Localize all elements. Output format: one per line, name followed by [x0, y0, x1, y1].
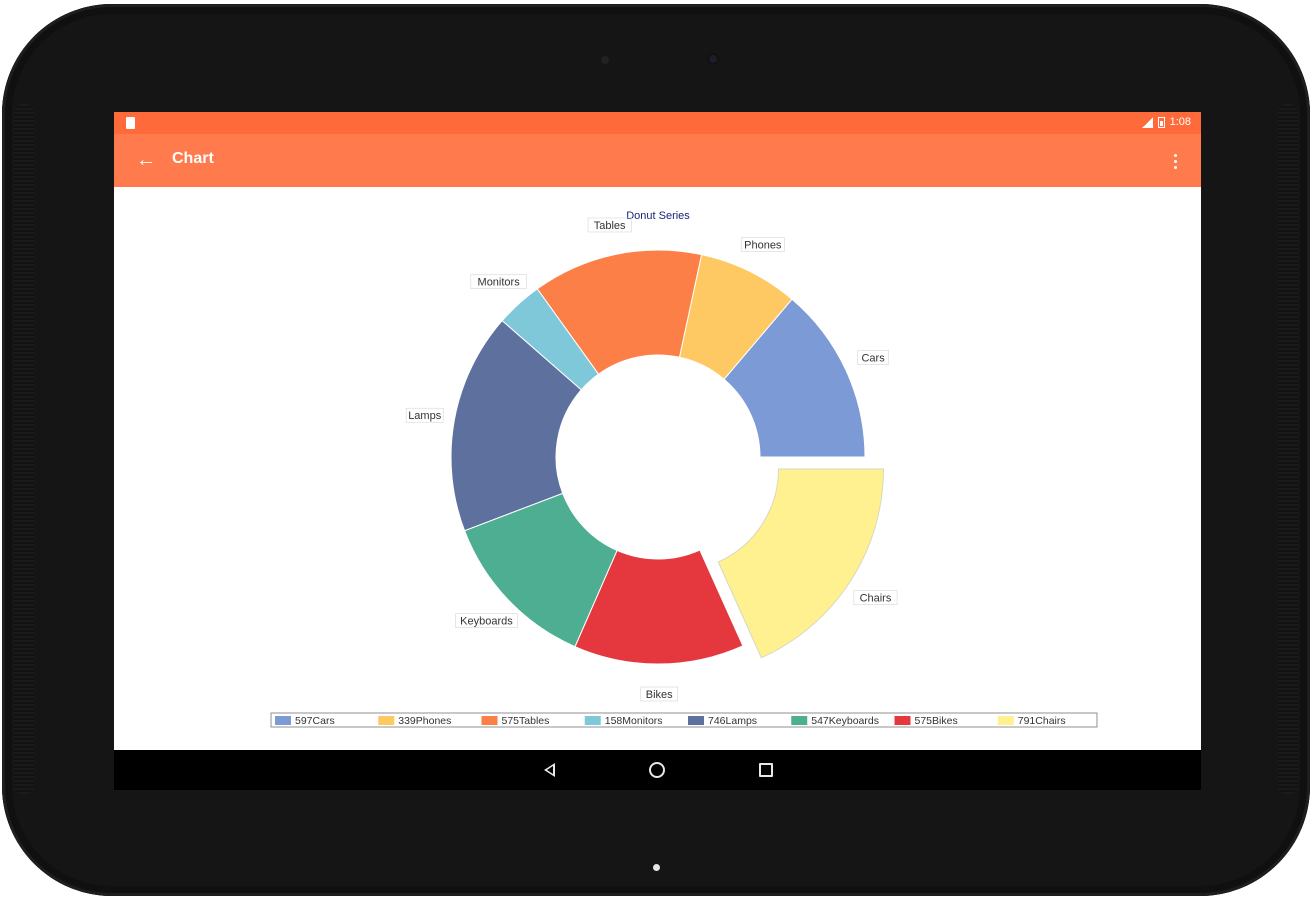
legend-entry-cars[interactable]: 597Cars	[295, 715, 335, 727]
slice-bikes[interactable]	[574, 549, 744, 665]
slice-lamps[interactable]	[450, 320, 582, 532]
legend-swatch-chairs	[997, 716, 1014, 725]
nav-home-icon[interactable]	[644, 758, 670, 782]
signal-icon	[1141, 116, 1153, 128]
legend-swatch-keyboards	[791, 716, 808, 725]
page-title: Chart	[172, 150, 214, 167]
front-sensor	[601, 56, 609, 64]
chart-area: Donut Series Cars Phones Tables Monitors Lam…	[114, 187, 1201, 750]
legend-swatch-tables	[481, 716, 498, 725]
status-time: 1:08	[1169, 116, 1191, 128]
legend-swatch-bikes	[894, 716, 911, 725]
slice-label-box-cars	[857, 350, 889, 365]
slice-label-box-phones	[740, 237, 785, 252]
app-bar: ← Chart	[114, 134, 1201, 187]
legend-entry-chairs[interactable]: 791Chairs	[1018, 715, 1066, 727]
legend-entry-monitors[interactable]: 158Monitors	[605, 715, 663, 727]
donut-chart: Donut Series Cars Phones Tables Monitors Lam…	[270, 210, 1098, 728]
status-bar: 1:08	[114, 112, 1201, 134]
legend-swatch-monitors	[584, 716, 601, 725]
slice-label-lamps: Lamps	[408, 410, 442, 422]
slice-label-box-bikes	[640, 686, 679, 702]
legend-frame	[270, 712, 1098, 728]
slice-label-box-keyboards	[455, 613, 518, 628]
chart-title: Donut Series	[626, 210, 690, 222]
slice-label-keyboards: Keyboards	[460, 616, 513, 628]
legend-swatch-lamps	[688, 716, 704, 725]
slice-label-bikes: Bikes	[646, 689, 673, 701]
front-camera-icon	[707, 53, 719, 65]
status-icons: 1:08	[1141, 116, 1191, 128]
sd-card-icon	[126, 117, 135, 129]
battery-icon	[1157, 116, 1165, 128]
legend-entry-keyboards[interactable]: 547Keyboards	[811, 715, 879, 727]
legend-entry-phones[interactable]: 339Phones	[398, 715, 451, 727]
slice-label-phones: Phones	[744, 239, 782, 251]
legend-entry-lamps[interactable]: 746Lamps	[708, 715, 757, 727]
slice-label-chairs: Chairs	[860, 593, 892, 605]
screen: 1:08 ← Chart Donut Series Cars Phones Tabl…	[114, 112, 1201, 790]
legend-entry-bikes[interactable]: 575Bikes	[915, 715, 958, 727]
slice-label-box-lamps	[405, 407, 444, 423]
back-arrow-icon[interactable]: ←	[136, 148, 156, 171]
legend-entry-tables[interactable]: 575Tables	[502, 715, 550, 727]
legend-swatch-phones	[378, 716, 395, 725]
nav-back-icon[interactable]	[536, 758, 562, 782]
slice-label-box-chairs	[853, 590, 898, 605]
hardware-home-dot	[653, 864, 660, 871]
slice-label-box-tables	[587, 217, 632, 233]
speaker-grille-left	[14, 104, 34, 794]
speaker-grille-right	[1278, 104, 1298, 794]
legend-swatch-cars	[275, 716, 291, 725]
slice-label-box-monitors	[470, 274, 527, 289]
slice-label-tables: Tables	[594, 220, 626, 232]
navigation-bar	[114, 750, 1201, 790]
slice-label-monitors: Monitors	[478, 277, 521, 289]
slice-label-cars: Cars	[861, 352, 885, 364]
nav-recents-icon[interactable]	[753, 758, 779, 782]
overflow-menu-icon[interactable]	[1163, 148, 1187, 174]
slice-chairs[interactable]	[717, 468, 884, 659]
